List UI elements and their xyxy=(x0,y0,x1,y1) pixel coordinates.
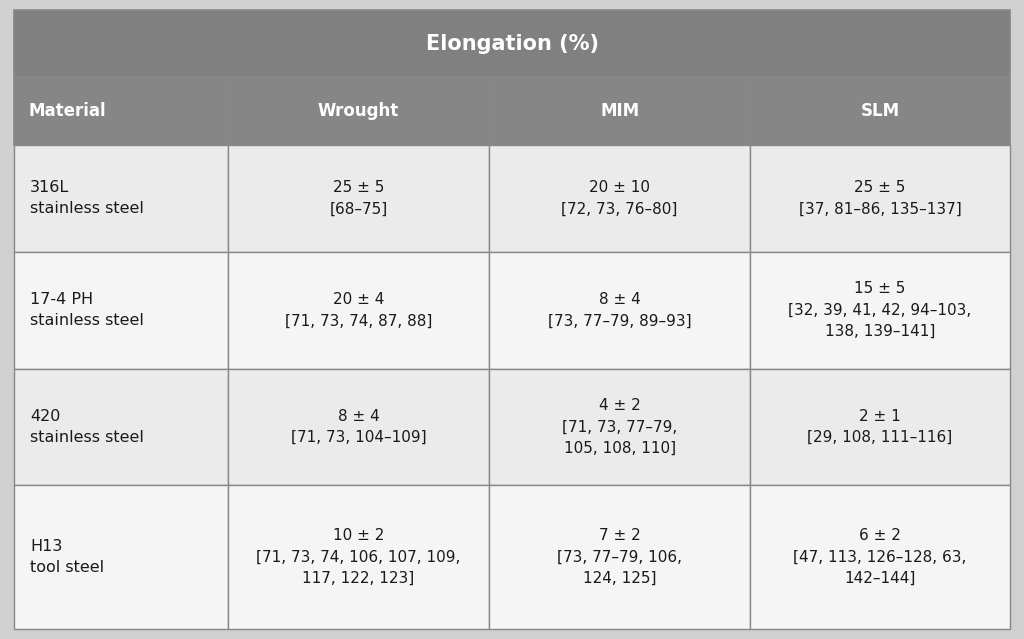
Bar xyxy=(14,77,228,144)
Bar xyxy=(14,369,228,486)
Bar xyxy=(14,252,228,369)
Bar xyxy=(228,252,489,369)
Text: 4 ± 2
[71, 73, 77–79,
105, 108, 110]: 4 ± 2 [71, 73, 77–79, 105, 108, 110] xyxy=(562,398,677,456)
Text: Wrought: Wrought xyxy=(318,102,399,120)
Text: 10 ± 2
[71, 73, 74, 106, 107, 109,
117, 122, 123]: 10 ± 2 [71, 73, 74, 106, 107, 109, 117, … xyxy=(256,528,461,587)
Bar xyxy=(750,369,1010,486)
Bar xyxy=(489,144,750,252)
Text: 20 ± 4
[71, 73, 74, 87, 88]: 20 ± 4 [71, 73, 74, 87, 88] xyxy=(285,292,432,328)
Text: 8 ± 4
[73, 77–79, 89–93]: 8 ± 4 [73, 77–79, 89–93] xyxy=(548,292,691,328)
Text: MIM: MIM xyxy=(600,102,639,120)
Bar xyxy=(750,77,1010,144)
Bar xyxy=(750,486,1010,629)
Bar xyxy=(489,252,750,369)
Bar xyxy=(489,369,750,486)
Bar xyxy=(14,486,228,629)
Bar xyxy=(489,486,750,629)
Bar xyxy=(228,144,489,252)
Text: 25 ± 5
[37, 81–86, 135–137]: 25 ± 5 [37, 81–86, 135–137] xyxy=(799,180,962,217)
Text: 316L
stainless steel: 316L stainless steel xyxy=(30,180,144,217)
Bar xyxy=(14,10,1010,77)
Text: H13
tool steel: H13 tool steel xyxy=(30,539,104,576)
Text: 6 ± 2
[47, 113, 126–128, 63,
142–144]: 6 ± 2 [47, 113, 126–128, 63, 142–144] xyxy=(794,528,967,587)
Text: Material: Material xyxy=(28,102,105,120)
Bar xyxy=(228,369,489,486)
Text: 20 ± 10
[72, 73, 76–80]: 20 ± 10 [72, 73, 76–80] xyxy=(561,180,678,217)
Bar xyxy=(750,144,1010,252)
Text: Elongation (%): Elongation (%) xyxy=(426,34,598,54)
Text: SLM: SLM xyxy=(860,102,900,120)
Bar xyxy=(489,77,750,144)
Text: 25 ± 5
[68–75]: 25 ± 5 [68–75] xyxy=(330,180,388,217)
Text: 7 ± 2
[73, 77–79, 106,
124, 125]: 7 ± 2 [73, 77–79, 106, 124, 125] xyxy=(557,528,682,587)
Text: 420
stainless steel: 420 stainless steel xyxy=(30,409,144,445)
Text: 2 ± 1
[29, 108, 111–116]: 2 ± 1 [29, 108, 111–116] xyxy=(807,409,952,445)
Text: 15 ± 5
[32, 39, 41, 42, 94–103,
138, 139–141]: 15 ± 5 [32, 39, 41, 42, 94–103, 138, 139… xyxy=(788,281,972,339)
Text: 8 ± 4
[71, 73, 104–109]: 8 ± 4 [71, 73, 104–109] xyxy=(291,409,426,445)
Bar xyxy=(228,77,489,144)
Bar xyxy=(228,486,489,629)
Bar xyxy=(14,144,228,252)
Bar xyxy=(750,252,1010,369)
Text: 17-4 PH
stainless steel: 17-4 PH stainless steel xyxy=(30,292,144,328)
